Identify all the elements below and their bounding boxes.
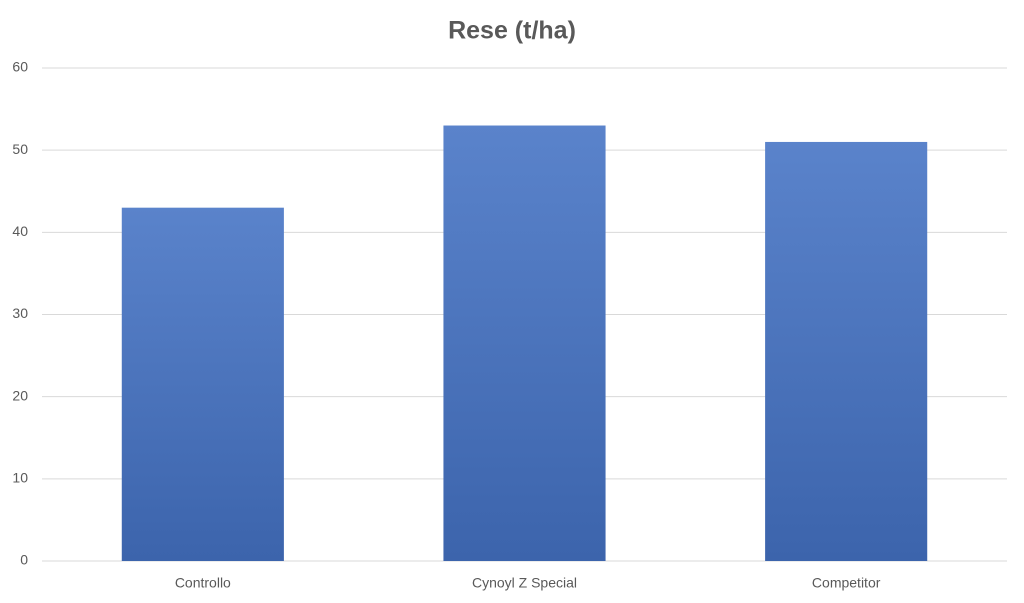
chart-title: Rese (t/ha) (448, 17, 576, 45)
y-tick-label: 50 (12, 141, 28, 157)
bar (765, 141, 928, 561)
y-tick-label: 60 (12, 59, 28, 75)
y-tick-label: 10 (12, 470, 28, 486)
x-tick-label: Cynoyl Z Special (472, 575, 577, 591)
x-tick-label: Controllo (175, 575, 231, 591)
x-tick-label: Competitor (812, 575, 881, 591)
bar (121, 207, 284, 561)
bar (443, 125, 606, 562)
y-tick-label: 0 (20, 552, 28, 568)
y-tick-label: 20 (12, 387, 28, 403)
y-tick-label: 40 (12, 223, 28, 239)
y-tick-label: 30 (12, 305, 28, 321)
